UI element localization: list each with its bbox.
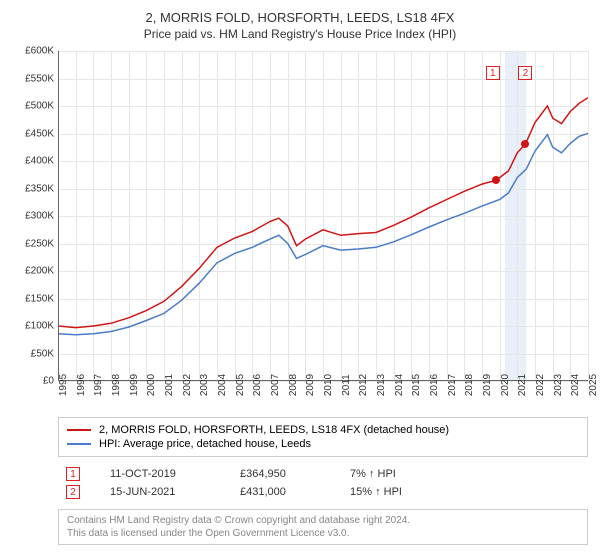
x-tick-label: 1996 <box>76 374 87 396</box>
legend-label: 2, MORRIS FOLD, HORSFORTH, LEEDS, LS18 4… <box>99 424 449 436</box>
chart-title: 2, MORRIS FOLD, HORSFORTH, LEEDS, LS18 4… <box>10 10 590 25</box>
x-tick-label: 2015 <box>411 374 422 396</box>
legend-item: 2, MORRIS FOLD, HORSFORTH, LEEDS, LS18 4… <box>67 424 579 436</box>
x-tick-label: 2012 <box>358 374 369 396</box>
x-tick-label: 2024 <box>570 374 581 396</box>
y-tick-label: £150K <box>25 293 54 304</box>
y-tick-label: £400K <box>25 156 54 167</box>
plot-area: £0 £50K £100K £150K £200K £250K £300K £350K £400… <box>10 51 590 411</box>
y-tick-label: £250K <box>25 238 54 249</box>
x-tick-label: 2025 <box>588 374 599 396</box>
legend: 2, MORRIS FOLD, HORSFORTH, LEEDS, LS18 4… <box>58 417 588 457</box>
x-tick-label: 2020 <box>500 374 511 396</box>
y-tick-label: £450K <box>25 128 54 139</box>
x-tick-label: 2021 <box>517 374 528 396</box>
x-tick-label: 1997 <box>93 374 104 396</box>
x-tick-label: 2004 <box>217 374 228 396</box>
x-axis: 1995199619971998199920002001200220032004… <box>58 381 588 411</box>
x-tick-label: 2014 <box>394 374 405 396</box>
footer: Contains HM Land Registry data © Crown c… <box>58 509 588 545</box>
x-tick-label: 1995 <box>58 374 69 396</box>
x-tick-label: 2000 <box>146 374 157 396</box>
series-line-hpi <box>58 134 588 335</box>
y-tick-label: £100K <box>25 321 54 332</box>
legend-label: HPI: Average price, detached house, Leed… <box>99 438 311 450</box>
footer-line: This data is licensed under the Open Gov… <box>67 527 579 540</box>
chart-container: 2, MORRIS FOLD, HORSFORTH, LEEDS, LS18 4… <box>10 10 590 545</box>
sale-price: £364,950 <box>240 468 320 480</box>
sale-pct: 15% ↑ HPI <box>350 486 450 498</box>
x-tick-label: 2003 <box>199 374 210 396</box>
line-svg <box>58 51 588 381</box>
sales-table: 1 11-OCT-2019 £364,950 7% ↑ HPI 2 15-JUN… <box>58 465 588 501</box>
y-axis: £0£50K£100K£150K£200K£250K£300K£350K£400… <box>10 51 58 381</box>
y-tick-label: £600K <box>25 46 54 57</box>
x-tick-label: 2001 <box>164 374 175 396</box>
x-tick-label: 2011 <box>341 374 352 396</box>
x-tick-label: 2016 <box>429 374 440 396</box>
sale-marker-icon: 2 <box>66 485 80 499</box>
legend-swatch <box>67 429 91 431</box>
x-tick-label: 2005 <box>235 374 246 396</box>
sale-date: 15-JUN-2021 <box>110 486 210 498</box>
x-tick-label: 1998 <box>111 374 122 396</box>
y-tick-label: £350K <box>25 183 54 194</box>
y-tick-label: £550K <box>25 73 54 84</box>
sale-dot <box>492 176 500 184</box>
y-tick-label: £50K <box>31 348 54 359</box>
sale-marker-icon: 1 <box>66 467 80 481</box>
y-tick-label: £500K <box>25 101 54 112</box>
y-tick-label: £0 <box>43 376 54 387</box>
footer-line: Contains HM Land Registry data © Crown c… <box>67 514 579 527</box>
x-tick-label: 1999 <box>129 374 140 396</box>
y-tick-label: £200K <box>25 266 54 277</box>
sale-pct: 7% ↑ HPI <box>350 468 450 480</box>
x-tick-label: 2008 <box>288 374 299 396</box>
plot-region: 12 <box>58 51 588 381</box>
x-tick-label: 2023 <box>553 374 564 396</box>
sale-marker-box: 1 <box>486 66 500 80</box>
x-tick-label: 2013 <box>376 374 387 396</box>
x-tick-label: 2010 <box>323 374 334 396</box>
x-tick-label: 2009 <box>305 374 316 396</box>
table-row: 1 11-OCT-2019 £364,950 7% ↑ HPI <box>58 465 588 483</box>
x-tick-label: 2007 <box>270 374 281 396</box>
series-line-property <box>58 98 588 328</box>
sale-dot <box>521 140 529 148</box>
sale-price: £431,000 <box>240 486 320 498</box>
x-tick-label: 2017 <box>447 374 458 396</box>
x-tick-label: 2022 <box>535 374 546 396</box>
legend-swatch <box>67 443 91 445</box>
x-tick-label: 2019 <box>482 374 493 396</box>
chart-subtitle: Price paid vs. HM Land Registry's House … <box>10 27 590 41</box>
table-row: 2 15-JUN-2021 £431,000 15% ↑ HPI <box>58 483 588 501</box>
y-tick-label: £300K <box>25 211 54 222</box>
x-tick-label: 2018 <box>464 374 475 396</box>
sale-marker-box: 2 <box>518 66 532 80</box>
sale-date: 11-OCT-2019 <box>110 468 210 480</box>
x-tick-label: 2006 <box>252 374 263 396</box>
legend-item: HPI: Average price, detached house, Leed… <box>67 438 579 450</box>
x-tick-label: 2002 <box>182 374 193 396</box>
